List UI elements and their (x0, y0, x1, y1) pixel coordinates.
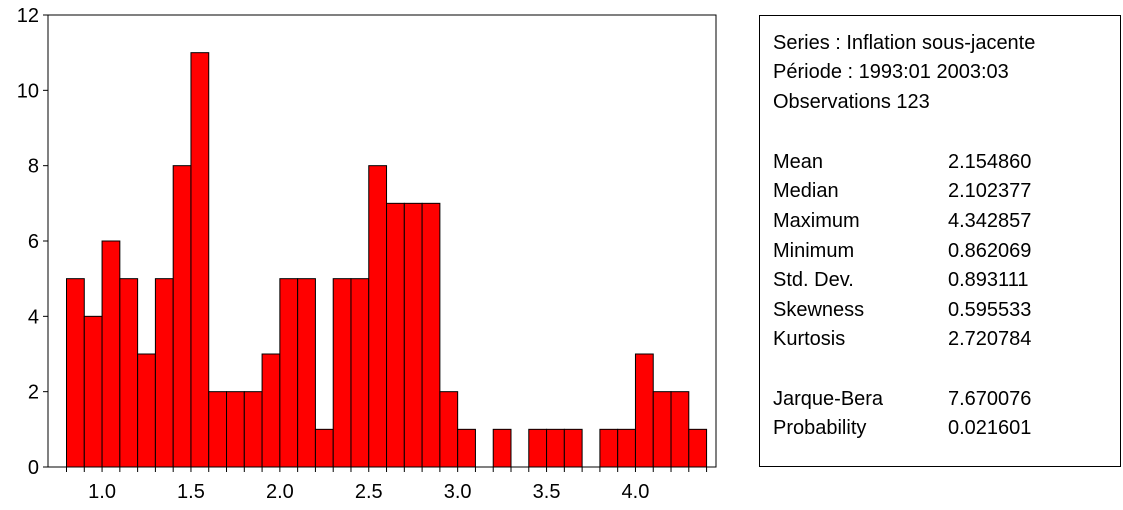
histogram-bar (688, 428, 708, 468)
histogram-bar (66, 278, 85, 468)
x-tick-label: 3.0 (444, 481, 472, 503)
stat-value: 7.670076 (948, 388, 1032, 410)
histogram-bar (279, 278, 299, 468)
histogram-bar (172, 165, 192, 468)
stat-value: 0.893111 (948, 269, 1029, 291)
histogram-bar (670, 391, 690, 468)
descriptive-statistics-panel: Series : Inflation sous-jacente Période … (759, 15, 1121, 467)
stat-row-probability: Probability 0.021601 (773, 417, 1113, 441)
stat-value: 0.595533 (948, 299, 1032, 321)
stat-value: 2.154860 (948, 151, 1032, 173)
histogram-bar (421, 202, 441, 468)
observations-count: Observations 123 (773, 91, 930, 113)
y-tick-label: 10 (17, 80, 39, 102)
y-tick-label: 2 (28, 382, 39, 404)
y-tick-label: 4 (28, 306, 39, 328)
y-tick-label: 6 (28, 231, 39, 253)
histogram-bar (208, 391, 228, 468)
stat-row-minimum: Minimum 0.862069 (773, 240, 1113, 264)
stat-row-skewness: Skewness 0.595533 (773, 299, 1113, 323)
stat-label: Probability (773, 417, 867, 439)
histogram-bar (243, 391, 263, 468)
histogram-bar (439, 391, 459, 468)
x-tick-label: 3.5 (533, 481, 561, 503)
histogram-bar (403, 202, 423, 468)
histogram-bar (386, 202, 405, 468)
histogram-bar (101, 240, 121, 468)
stat-row-jarque-bera: Jarque-Bera 7.670076 (773, 388, 1113, 412)
histogram-bar (154, 278, 174, 468)
histogram-bar (297, 278, 316, 468)
x-tick-label: 1.0 (88, 481, 116, 503)
stat-value: 4.342857 (948, 210, 1032, 232)
histogram-bar (190, 52, 210, 468)
histogram-bar (563, 428, 583, 468)
stat-row-median: Median 2.102377 (773, 180, 1113, 204)
stat-label: Skewness (773, 299, 865, 321)
histogram-bar (599, 428, 619, 468)
histogram-bar (137, 353, 156, 468)
series-name: Series : Inflation sous-jacente (773, 32, 1036, 54)
stat-label: Mean (773, 151, 824, 173)
stat-label: Median (773, 180, 839, 202)
x-tick-label: 1.5 (177, 481, 205, 503)
histogram-bar (528, 428, 548, 468)
x-tick-label: 2.5 (355, 481, 383, 503)
histogram-bar (314, 428, 334, 468)
stat-label: Kurtosis (773, 328, 846, 350)
histogram-bar (350, 278, 370, 468)
histogram-bar (617, 428, 636, 468)
stat-value: 0.862069 (948, 240, 1032, 262)
histogram-bar (261, 353, 281, 468)
histogram-bar (332, 278, 352, 468)
y-tick-label: 0 (28, 457, 39, 479)
y-tick-label: 12 (17, 5, 39, 27)
histogram-bar (226, 391, 245, 468)
stat-row-maximum: Maximum 4.342857 (773, 210, 1113, 234)
histogram-bar (492, 428, 512, 468)
stat-row-mean: Mean 2.154860 (773, 151, 1113, 175)
histogram-bar (119, 278, 139, 468)
histogram-bar (457, 428, 476, 468)
stat-label: Maximum (773, 210, 860, 232)
stat-label: Jarque-Bera (773, 388, 884, 410)
stat-value: 0.021601 (948, 417, 1032, 439)
histogram-bar (368, 165, 388, 468)
y-tick-label: 8 (28, 156, 39, 178)
histogram-bar (652, 391, 672, 468)
stat-label: Std. Dev. (773, 269, 854, 291)
histogram-bar (634, 353, 654, 468)
stat-value: 2.102377 (948, 180, 1032, 202)
histogram-bar (83, 315, 103, 468)
histogram-bar (546, 428, 565, 468)
histogram-chart: 0 2 4 6 8 10 12 1.0 1.5 2.0 2.5 3.0 3.5 4.0 (17, 5, 717, 503)
x-tick-label: 2.0 (266, 481, 294, 503)
sample-period: Période : 1993:01 2003:03 (773, 61, 1009, 83)
stat-row-kurtosis: Kurtosis 2.720784 (773, 328, 1113, 352)
stat-value: 2.720784 (948, 328, 1032, 350)
x-tick-label: 4.0 (622, 481, 650, 503)
stat-row-std-dev: Std. Dev. 0.893111 (773, 269, 1113, 293)
stat-label: Minimum (773, 240, 855, 262)
